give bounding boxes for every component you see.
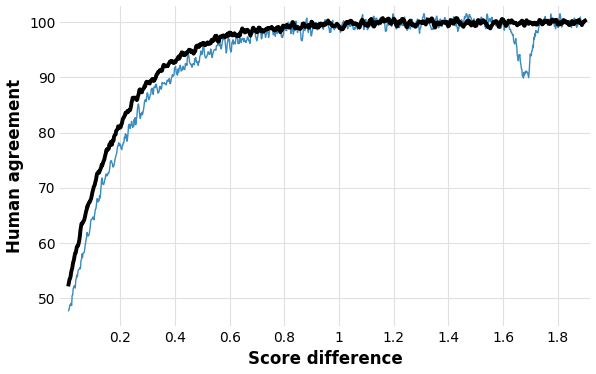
X-axis label: Score difference: Score difference [248, 350, 403, 368]
Y-axis label: Human agreement: Human agreement [5, 79, 24, 253]
